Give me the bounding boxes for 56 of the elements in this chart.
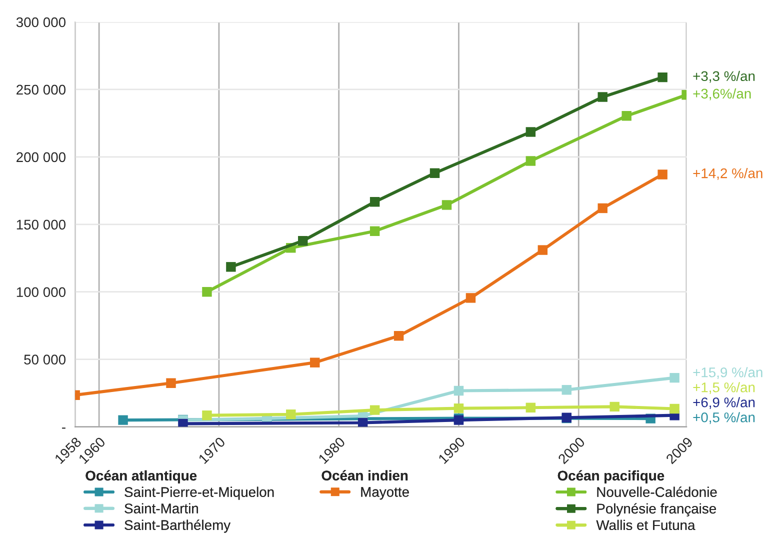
legend-label: Nouvelle-Calédonie: [597, 486, 717, 497]
point: [118, 415, 128, 425]
y-tick-label: 200 000: [16, 152, 66, 162]
point: [454, 403, 464, 414]
point: [526, 402, 536, 412]
y-tick-label: 300 000: [16, 17, 66, 28]
text: +14,2 %/an: [693, 168, 762, 180]
point: [370, 226, 380, 236]
text: Océan atlantique: [86, 470, 197, 484]
point: [658, 72, 668, 82]
point: [598, 92, 608, 102]
point: [370, 405, 380, 415]
y-tick-label: 250 000: [16, 84, 66, 95]
text: +6,9 %/an: [693, 397, 755, 409]
point: [298, 236, 308, 246]
text: Océan pacifique: [558, 470, 664, 484]
point: [622, 111, 632, 121]
text: +0,5 %/an: [693, 412, 755, 424]
y-tick-label: -: [62, 428, 66, 429]
legend-label: Saint-Pierre-et-Miquelon: [124, 486, 274, 500]
legend-label: Mayotte: [361, 487, 409, 500]
point: [226, 262, 236, 272]
text: +1,5 %/an: [693, 382, 755, 394]
text: +15,9 %/an: [693, 367, 762, 379]
point: [562, 384, 572, 395]
point: [442, 200, 452, 210]
point: [670, 372, 680, 383]
y-tick-label: 150 000: [16, 220, 66, 230]
point: [310, 358, 320, 368]
point: [394, 330, 404, 341]
text: +3,6%/an: [693, 88, 751, 100]
point: [526, 127, 536, 137]
point: [538, 245, 548, 255]
y-tick-label: 100 000: [16, 287, 66, 298]
point: [166, 378, 176, 388]
point: [178, 418, 188, 427]
legend-label: Saint-Barthélemy: [124, 520, 231, 533]
point: [286, 410, 296, 420]
point: [610, 402, 620, 412]
legend-label: Wallis et Futuna: [596, 520, 696, 530]
point: [670, 404, 680, 414]
y-tick-label: 50 000: [24, 354, 66, 365]
point: [658, 170, 668, 180]
legend-label: Saint-Martin: [124, 503, 198, 514]
point: [598, 203, 608, 214]
point: [202, 287, 212, 297]
point: [454, 386, 464, 396]
point: [202, 410, 212, 420]
text: +3,3 %/an: [693, 70, 755, 83]
point: [466, 293, 476, 303]
legend-label: Polynésie française: [597, 503, 716, 516]
text: Océan indien: [322, 470, 408, 480]
point: [430, 168, 440, 178]
point: [370, 197, 380, 207]
point: [358, 418, 368, 427]
point: [526, 156, 536, 166]
